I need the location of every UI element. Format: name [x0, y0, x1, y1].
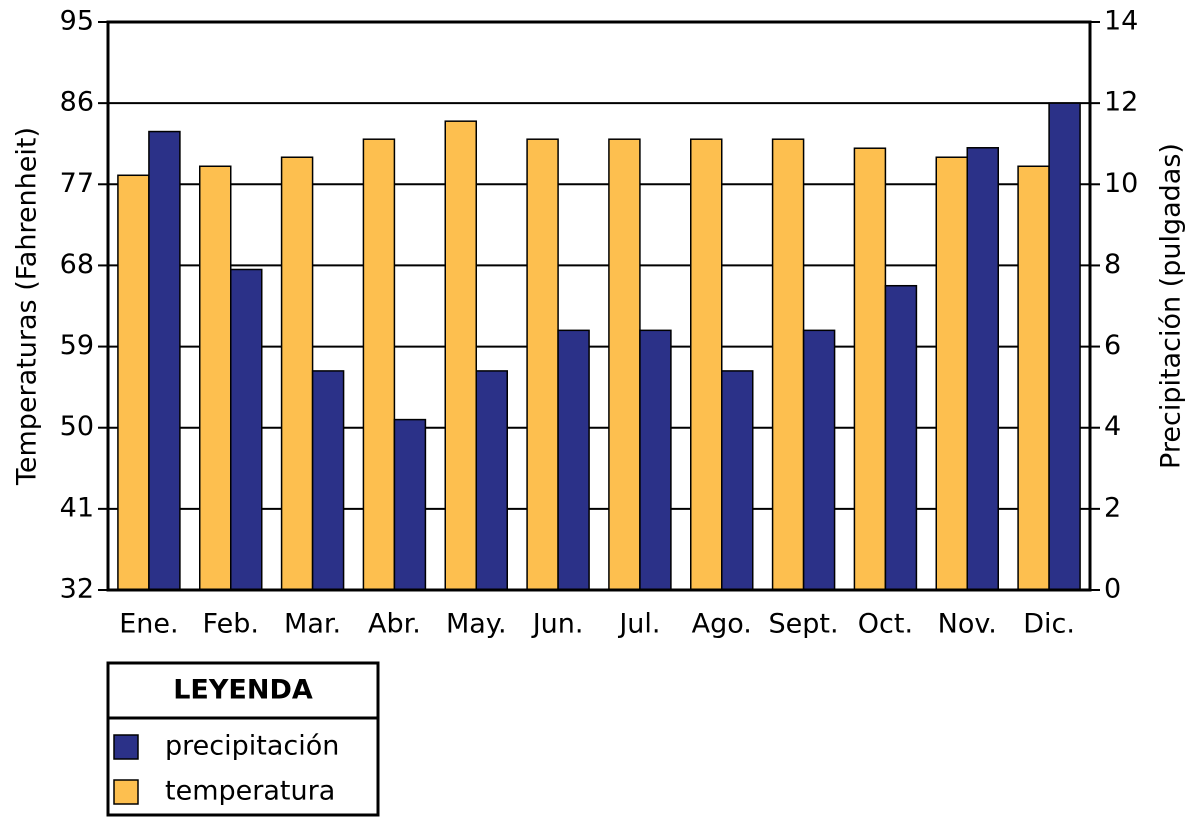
y2-tick-label: 8 — [1104, 249, 1121, 280]
legend-swatch — [113, 734, 139, 760]
bar — [608, 138, 641, 591]
y-tick-label: 50 — [60, 411, 94, 442]
y2-axis-label: Precipitación (pulgadas) — [1156, 143, 1187, 469]
x-tick-label: Ene. — [119, 609, 178, 640]
bar — [311, 370, 345, 591]
x-tick-label: Feb. — [203, 609, 259, 640]
x-tick-label: May. — [446, 609, 507, 640]
y-tick-label: 32 — [60, 574, 94, 605]
bar — [362, 138, 396, 591]
bar — [557, 329, 590, 591]
bar — [639, 329, 672, 591]
bar — [526, 138, 559, 591]
bar — [230, 268, 263, 591]
legend-swatch — [113, 779, 139, 805]
bar — [802, 329, 836, 591]
y-tick-label: 68 — [60, 249, 94, 280]
x-tick-label: Mar. — [284, 609, 341, 640]
x-tick-label: Ago. — [692, 609, 752, 640]
bar — [1048, 102, 1081, 591]
bar — [721, 370, 754, 591]
x-tick-label: Abr. — [368, 609, 421, 640]
y2-tick-label: 10 — [1104, 168, 1138, 199]
y2-tick-label: 4 — [1104, 411, 1121, 442]
x-tick-label: Nov. — [938, 609, 997, 640]
bar — [117, 174, 150, 591]
bar — [280, 156, 314, 591]
y-tick-label: 41 — [60, 492, 94, 523]
bar — [884, 284, 918, 591]
bar — [771, 138, 805, 591]
y-tick-label: 77 — [60, 168, 94, 199]
y2-tick-label: 2 — [1104, 492, 1121, 523]
y2-tick-label: 0 — [1104, 574, 1121, 605]
bar — [1017, 165, 1050, 591]
plot-frame — [106, 20, 1092, 592]
y-tick-label: 86 — [60, 87, 94, 118]
y2-tick-label: 14 — [1104, 6, 1138, 37]
bar — [199, 165, 232, 591]
legend-label: precipitación — [165, 731, 339, 762]
y-axis-label: Temperaturas (Fahrenheit) — [12, 127, 43, 486]
bar — [935, 156, 968, 591]
x-tick-label: Jun. — [531, 609, 584, 640]
y-tick-label: 59 — [60, 330, 94, 361]
x-tick-label: Sept. — [769, 609, 839, 640]
y-tick-label: 95 — [60, 6, 94, 37]
legend-box — [106, 661, 380, 817]
x-tick-label: Dic. — [1023, 609, 1075, 640]
legend-title: LEYENDA — [173, 675, 313, 706]
bar — [444, 120, 477, 591]
legend-label: temperatura — [165, 776, 335, 807]
bar — [475, 370, 508, 591]
bar — [393, 418, 427, 591]
bar — [853, 147, 887, 591]
y2-tick-label: 6 — [1104, 330, 1121, 361]
y2-tick-label: 12 — [1104, 87, 1138, 118]
x-tick-label: Oct. — [858, 609, 913, 640]
x-tick-label: Jul. — [617, 609, 660, 640]
bar — [148, 130, 181, 591]
bar — [690, 138, 723, 591]
bar — [966, 147, 999, 591]
